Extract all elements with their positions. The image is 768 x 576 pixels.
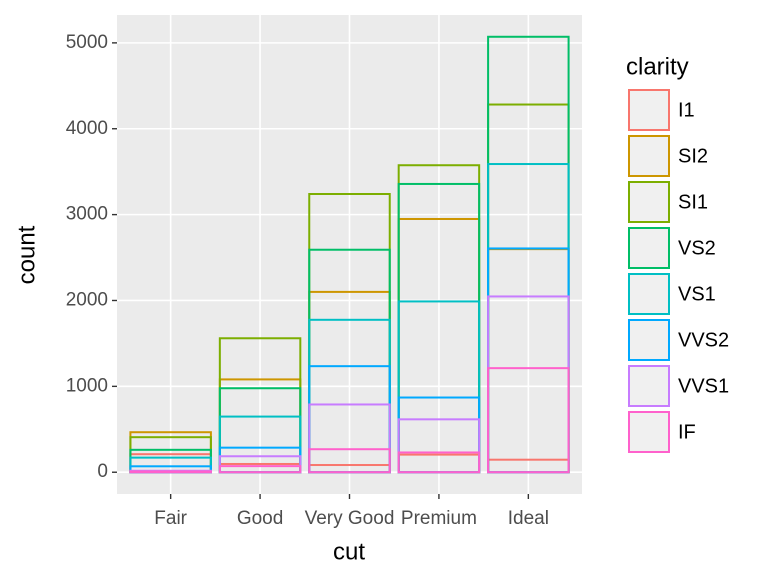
legend-key <box>628 365 670 407</box>
legend-key <box>628 89 670 131</box>
legend-key <box>628 135 670 177</box>
legend-label: VVS1 <box>678 375 729 397</box>
legend-label: I1 <box>678 99 695 121</box>
legend-key <box>628 181 670 223</box>
y-tick-label: 0 <box>97 461 108 482</box>
y-tick-label: 5000 <box>66 32 108 53</box>
bar <box>397 451 481 474</box>
y-tick-label: 3000 <box>66 204 108 225</box>
legend-label: VS2 <box>678 237 716 259</box>
bar <box>487 367 570 474</box>
legend-label: SI2 <box>678 145 708 167</box>
legend-key <box>628 319 670 361</box>
x-tick-label: Premium <box>401 508 477 529</box>
legend-label: IF <box>678 421 696 443</box>
legend-title: clarity <box>626 53 689 80</box>
x-tick-label: Fair <box>154 508 187 529</box>
grid <box>117 15 582 494</box>
x-tick-label: Very Good <box>305 508 395 529</box>
bar <box>218 465 302 474</box>
bars <box>129 35 570 474</box>
legend-key <box>628 227 670 269</box>
x-tick-label: Ideal <box>508 508 549 529</box>
legend-label: VVS2 <box>678 329 729 351</box>
legend-label: SI1 <box>678 191 708 213</box>
y-tick-label: 2000 <box>66 289 108 310</box>
legend-label: VS1 <box>678 283 716 305</box>
x-tick-label: Good <box>237 508 283 529</box>
legend-key <box>628 411 670 453</box>
bar <box>129 470 212 474</box>
y-tick-label: 4000 <box>66 118 108 139</box>
bar <box>308 448 391 474</box>
legend-key <box>628 273 670 315</box>
x-axis-title: cut <box>333 538 365 565</box>
y-tick-label: 1000 <box>66 375 108 396</box>
y-axis-title: count <box>13 225 40 284</box>
